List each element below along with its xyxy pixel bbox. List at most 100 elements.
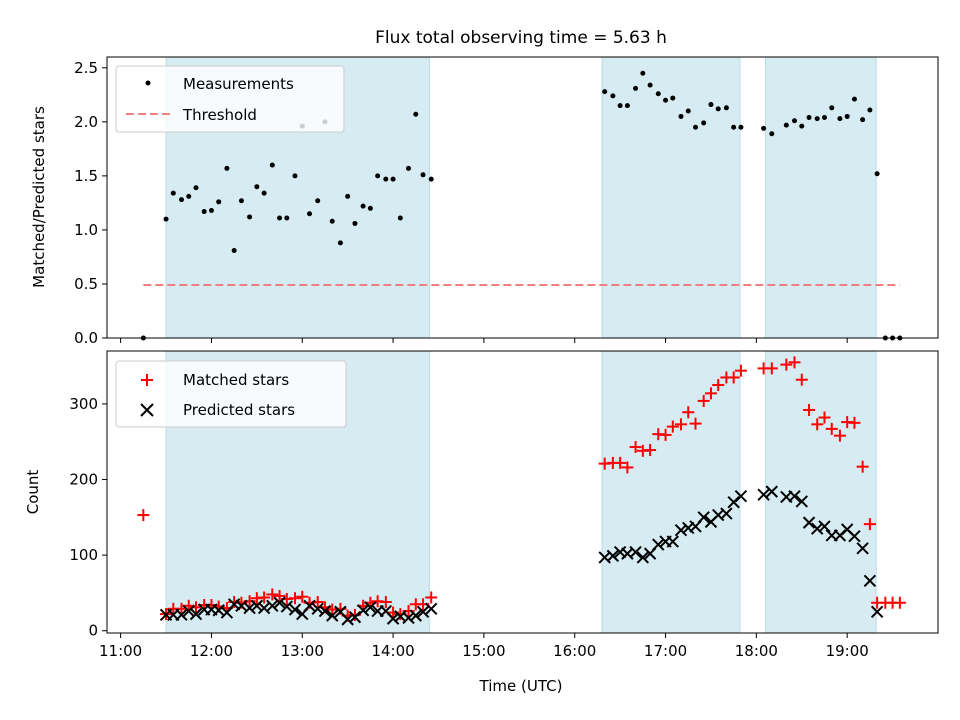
measurement-point	[329, 218, 335, 224]
measurement-point	[163, 216, 169, 222]
measurement-point	[723, 105, 729, 111]
matched-star-point	[674, 418, 687, 431]
predicted-star-point	[856, 542, 869, 555]
predicted-star-point	[341, 613, 354, 626]
top-x-ticks	[120, 338, 848, 343]
measurement-point	[761, 125, 767, 131]
predicted-star-point	[636, 551, 650, 564]
predicted-star-point	[795, 495, 808, 508]
predicted-star-point	[818, 520, 831, 533]
legend-matched-plus-icon	[141, 374, 153, 386]
top-y-axis: 0.0 0.5 1.0 1.5 2.0 2.5	[74, 59, 107, 347]
legend-measurements-label: Measurements	[183, 75, 294, 93]
shaded-interval	[601, 350, 741, 634]
predicted-star-point	[409, 609, 422, 622]
measurement-point	[375, 173, 381, 179]
matched-star-point	[614, 456, 627, 469]
axes-frame	[106, 350, 939, 634]
predicted-star-point	[212, 604, 225, 617]
measurement-point	[799, 123, 805, 129]
measurement-point	[254, 184, 260, 190]
measurement-point	[170, 190, 176, 196]
measurement-point	[360, 203, 366, 209]
predicted-star-point	[757, 488, 770, 501]
x-tick-label: 11:00	[99, 642, 142, 660]
y-tick-label: 2.5	[74, 59, 98, 77]
matched-star-point	[863, 518, 876, 531]
measurement-point	[769, 131, 775, 137]
legend-matched-label: Matched stars	[183, 371, 289, 389]
predicted-star-point	[682, 521, 695, 535]
measurement-point	[216, 199, 222, 205]
measurement-point	[269, 162, 275, 168]
matched-star-point	[689, 417, 702, 430]
predicted-star-point	[870, 605, 884, 619]
measurement-point	[640, 70, 646, 76]
matched-star-point	[803, 403, 816, 416]
measurement-point	[617, 103, 623, 109]
matched-star-point	[296, 590, 309, 603]
predicted-star-point	[280, 600, 294, 613]
y-tick-label: 1.0	[74, 221, 98, 239]
measurement-point	[602, 89, 608, 95]
measurement-point	[352, 220, 358, 226]
bottom-panel: 0 100 200 300 11:00 12:00 13:00 14:00 15:00 16:0…	[24, 350, 939, 695]
matched-star-point	[795, 373, 808, 386]
x-tick-label: 15:00	[462, 642, 505, 660]
matched-star-point	[833, 429, 846, 442]
predicted-star-point	[356, 604, 370, 617]
matched-star-point	[811, 418, 824, 431]
predicted-star-point	[364, 601, 377, 614]
measurement-point	[397, 215, 403, 221]
matched-star-point	[765, 362, 778, 375]
measurement-point	[860, 117, 866, 123]
predicted-star-point	[257, 601, 271, 615]
y-tick-label: 1.5	[74, 167, 98, 185]
measurement-point	[708, 102, 714, 108]
predicted-star-point	[182, 604, 195, 618]
shaded-interval	[764, 56, 877, 339]
predicted-star-point	[235, 599, 248, 612]
predicted-star-point	[425, 602, 438, 616]
measurement-point	[193, 185, 199, 191]
predicted-star-point	[720, 507, 733, 520]
predicted-star-point	[765, 485, 779, 498]
measurement-point	[208, 207, 214, 213]
matched-star-point	[629, 441, 642, 454]
matched-star-point	[137, 509, 150, 522]
matched-star-point	[644, 444, 657, 457]
measurement-point	[806, 115, 812, 121]
legend-threshold-label: Threshold	[182, 106, 257, 124]
y-tick-label: 0.5	[74, 275, 98, 293]
measurement-point	[383, 176, 389, 182]
predicted-star-point	[326, 609, 339, 622]
measurement-point	[701, 120, 707, 126]
matched-star-point	[288, 592, 301, 605]
matched-star-point	[258, 591, 271, 604]
predicted-star-point	[802, 516, 816, 529]
legend-measurement-marker-icon	[145, 80, 151, 86]
matched-star-point	[712, 379, 725, 392]
top-panel: 0.0 0.5 1.0 1.5 2.0 2.5 Matched/Predicted sta…	[30, 56, 939, 347]
predicted-star-point	[273, 596, 286, 609]
matched-star-point	[780, 358, 793, 371]
measurement-point	[345, 193, 351, 199]
matched-star-point	[848, 416, 861, 429]
measurement-point	[413, 111, 419, 117]
measurement-point	[844, 113, 850, 119]
top-legend-box	[115, 65, 345, 133]
measurement-point	[367, 205, 373, 211]
matched-star-point	[273, 589, 286, 602]
predicted-star-point	[318, 604, 332, 618]
bottom-y-axis: 0 100 200 300	[69, 395, 107, 640]
measurement-point	[874, 171, 880, 177]
measurement-point	[715, 106, 721, 112]
measurement-point	[783, 122, 789, 128]
measurement-point	[685, 108, 691, 114]
measurement-point	[337, 240, 343, 246]
chart-title: Flux total observing time = 5.63 h	[375, 28, 667, 48]
shaded-interval	[601, 56, 741, 339]
matched-star-point	[379, 596, 392, 609]
x-tick-label: 13:00	[281, 642, 324, 660]
